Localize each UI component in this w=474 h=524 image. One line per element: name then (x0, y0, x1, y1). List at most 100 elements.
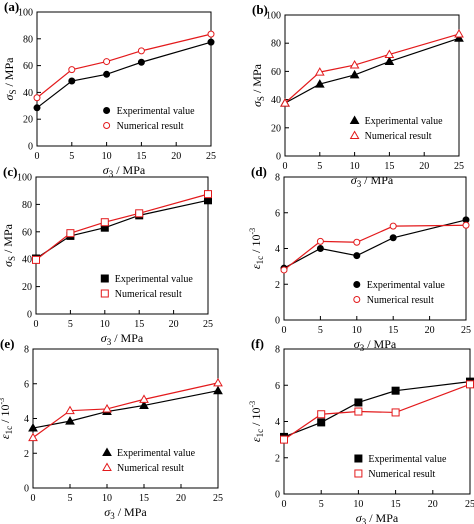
data-point (102, 403, 112, 413)
data-point (33, 104, 41, 112)
y-tick-label: 4 (24, 414, 29, 425)
data-point (66, 229, 75, 238)
y-tick-label: 6 (24, 379, 29, 390)
x-tick-label: 0 (283, 161, 288, 172)
y-tick-label: 80 (22, 200, 32, 211)
y-tick-label: 60 (22, 227, 32, 238)
series-numerical (28, 377, 223, 442)
x-tick-label: 20 (419, 161, 429, 172)
series-line (283, 381, 471, 438)
data-point (100, 218, 109, 227)
data-point (280, 98, 290, 107)
data-point (137, 47, 145, 55)
x-tick-label: 0 (34, 319, 39, 330)
panel-letter: (f) (251, 336, 264, 351)
x-tick-label: 10 (353, 499, 363, 510)
data-point (391, 408, 400, 417)
data-point (33, 94, 41, 102)
plot-frame (36, 11, 212, 147)
legend-entry: Numerical result (102, 462, 184, 474)
legend-marker (353, 296, 361, 303)
y-tick-label: 8 (275, 345, 280, 356)
series-experimental (28, 385, 223, 432)
panel-letter: (d) (251, 164, 267, 179)
panel-letter: (b) (252, 2, 268, 17)
plot-frame (284, 14, 460, 157)
data-point (462, 221, 470, 229)
data-point (213, 377, 223, 387)
plot-frame (35, 176, 209, 315)
series-line (283, 219, 467, 269)
data-point (353, 238, 361, 246)
y-tick-label: 20 (23, 115, 33, 126)
y-axis-title: σS / MPa (2, 57, 18, 101)
y-tick-label: 6 (275, 381, 280, 392)
data-point (317, 410, 326, 419)
panel-letter: (e) (0, 336, 14, 351)
x-tick-label: 20 (176, 493, 186, 504)
x-axis-title: σ3 / MPa (103, 163, 146, 179)
y-tick-label: 6 (275, 208, 280, 219)
legend-label: Numerical result (117, 463, 184, 474)
data-point (384, 49, 395, 58)
data-point (204, 190, 212, 199)
y-tick-label: 20 (22, 282, 32, 293)
legend-marker (102, 462, 112, 471)
x-tick-label: 25 (203, 319, 213, 330)
y-tick-label: 8 (24, 345, 29, 356)
y-tick-label: 0 (275, 490, 280, 501)
x-tick-label: 15 (139, 493, 149, 504)
data-point (349, 60, 360, 69)
legend-label: Experimental value (117, 448, 196, 459)
legend-entry: Experimental value (349, 115, 443, 127)
y-tick-label: 0 (24, 484, 29, 495)
data-point (384, 56, 395, 66)
y-tick-label: 100 (17, 173, 32, 184)
x-tick-label: 15 (136, 151, 146, 162)
series-numerical (32, 190, 212, 264)
x-tick-label: 5 (319, 499, 324, 510)
y-tick-label: 80 (23, 34, 33, 45)
series-line (35, 193, 209, 261)
data-point (103, 58, 111, 66)
y-tick-label: 40 (271, 95, 281, 106)
data-point (32, 255, 40, 264)
y-tick-label: 100 (18, 8, 33, 19)
legend-marker (103, 107, 111, 114)
chart-panel-3: (c) 0 5 10 15 20 25 0 20 40 60 80 100 σ3 / MPa σS / MP… (1, 164, 213, 347)
data-point (349, 69, 360, 79)
data-point (28, 423, 38, 432)
data-point (103, 70, 111, 78)
x-tick-label: 15 (134, 319, 144, 330)
x-tick-label: 5 (69, 151, 74, 162)
x-axis-title: σ3 / MPa (356, 511, 399, 524)
series-numerical (280, 221, 470, 274)
y-axis-title: ε1c / 10-3 (248, 401, 265, 442)
chart-panel-6: (f) 0 5 10 15 20 25 0 2 4 6 8 σ3 / MPa ε1c / 10-3 Expe… (248, 336, 474, 524)
legend-entry: Experimental value (100, 274, 193, 285)
x-axis-title: σ3 / MPa (351, 173, 394, 189)
series-line (32, 382, 219, 439)
data-point (68, 66, 76, 74)
series-numerical (33, 30, 215, 102)
panel-letter: (c) (3, 164, 17, 179)
y-tick-label: 4 (275, 244, 280, 255)
x-tick-label: 20 (171, 151, 181, 162)
y-tick-label: 100 (266, 11, 281, 22)
chart-panel-1: (a) 0 5 10 15 20 25 0 20 40 60 80 100 σ3 / MPa σS / MP… (2, 0, 216, 179)
legend-label: Experimental value (117, 106, 196, 117)
series-experimental (280, 377, 474, 441)
x-tick-label: 5 (68, 319, 73, 330)
y-tick-label: 2 (275, 453, 280, 464)
series-line (283, 383, 471, 441)
y-tick-label: 0 (27, 310, 32, 321)
legend-label: Numerical result (368, 469, 435, 480)
y-axis-title: ε1c / 10-3 (0, 398, 14, 439)
data-point (317, 418, 326, 427)
data-point (139, 394, 149, 403)
series-line (283, 224, 467, 271)
y-tick-label: 40 (23, 88, 33, 99)
y-tick-label: 4 (275, 417, 280, 428)
y-axis-title: σS / MPa (1, 223, 17, 267)
